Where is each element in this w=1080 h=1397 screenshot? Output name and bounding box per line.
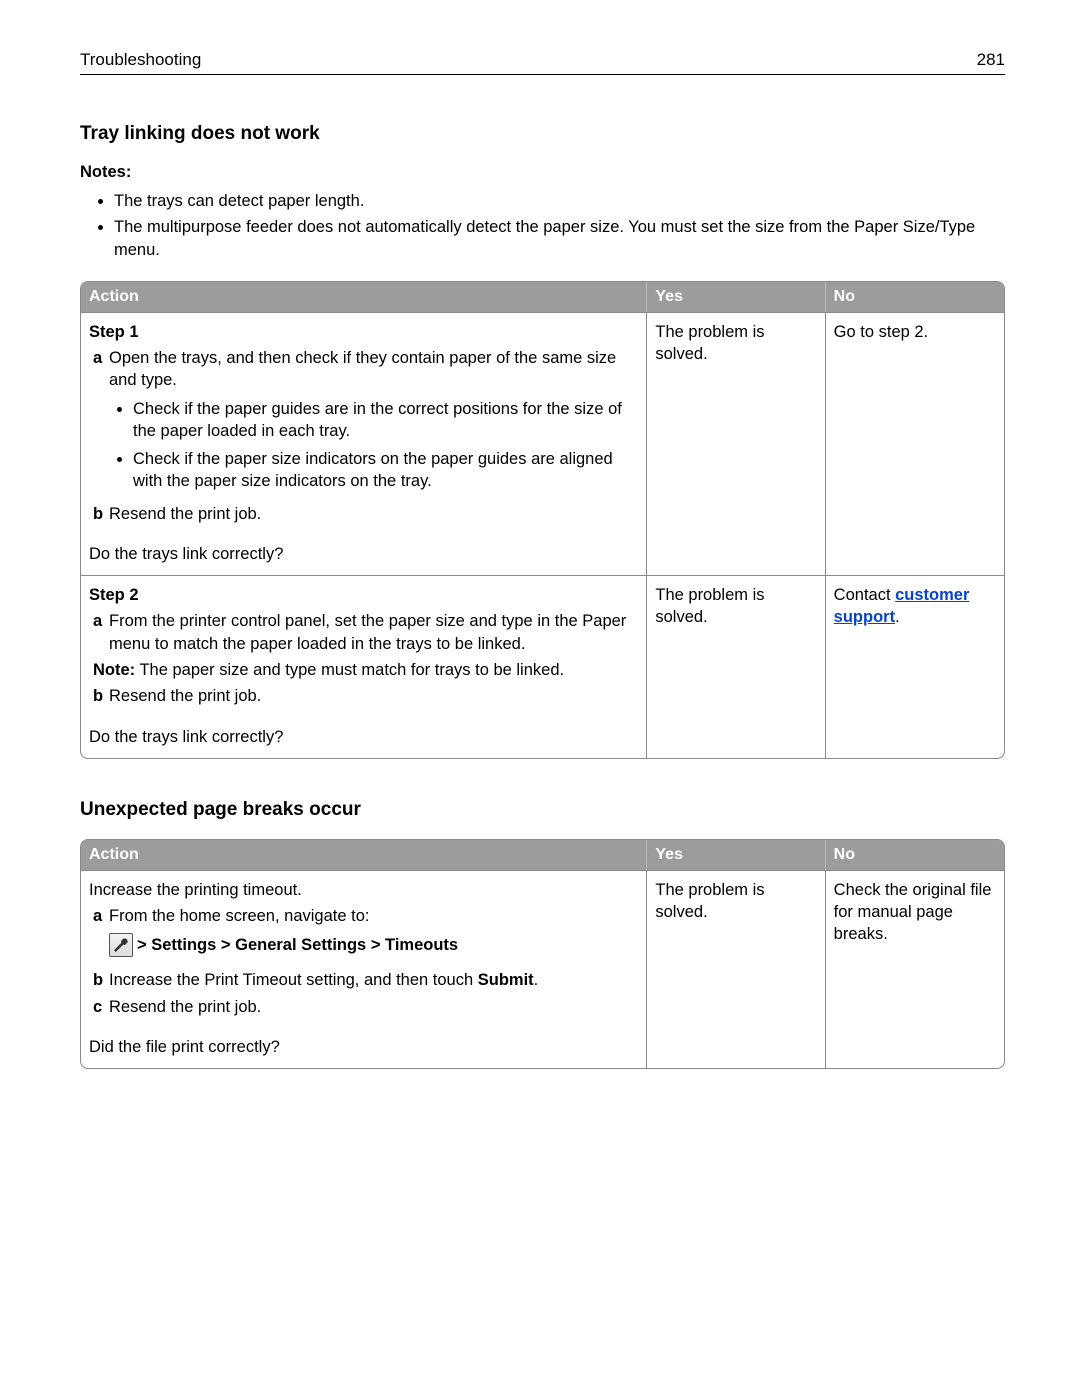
- col-header-no: No: [826, 282, 1004, 312]
- yes-cell: The problem is solved.: [647, 870, 825, 1068]
- note-item: The multipurpose feeder does not automat…: [114, 216, 1005, 261]
- step-text: From the printer control panel, set the …: [109, 610, 638, 655]
- table-row: Step 2 a From the printer control panel,…: [81, 575, 1004, 758]
- list-marker: a: [89, 610, 109, 655]
- no-prefix: Contact: [834, 586, 895, 604]
- list-marker: a: [89, 347, 109, 499]
- notes-label: Notes:: [80, 163, 1005, 182]
- step-text: Open the trays, and then check if they c…: [109, 349, 616, 389]
- step-title: Step 1: [89, 321, 638, 343]
- section2-title: Unexpected page breaks occur: [80, 799, 1005, 821]
- section1-title: Tray linking does not work: [80, 123, 1005, 145]
- step-question: Do the trays link correctly?: [89, 726, 638, 748]
- table-row: Step 1 a Open the trays, and then check …: [81, 312, 1004, 575]
- yes-cell: The problem is solved.: [647, 575, 825, 758]
- col-header-action: Action: [81, 282, 647, 312]
- no-cell: Contact customer support.: [826, 575, 1004, 758]
- list-marker: a: [89, 905, 109, 965]
- note-text: The paper size and type must match for t…: [135, 661, 564, 679]
- running-header: Troubleshooting 281: [80, 50, 1005, 75]
- step-title: Step 2: [89, 584, 638, 606]
- yes-cell: The problem is solved.: [647, 312, 825, 575]
- no-suffix: .: [895, 608, 900, 626]
- col-header-yes: Yes: [647, 282, 825, 312]
- list-marker: b: [89, 503, 109, 525]
- list-marker: c: [89, 996, 109, 1018]
- step-text: Resend the print job.: [109, 503, 638, 525]
- step-text-post: .: [534, 971, 539, 989]
- page-breaks-table: Action Yes No Increase the printing time…: [80, 839, 1005, 1069]
- lead-text: Increase the printing timeout.: [89, 879, 638, 901]
- submit-label: Submit: [478, 971, 534, 989]
- col-header-yes: Yes: [647, 840, 825, 870]
- tray-linking-table: Action Yes No Step 1 a Open the trays, a…: [80, 281, 1005, 759]
- no-cell: Go to step 2.: [826, 312, 1004, 575]
- step-text: Resend the print job.: [109, 685, 638, 707]
- list-marker: b: [89, 685, 109, 707]
- bullet-item: Check if the paper guides are in the cor…: [133, 398, 638, 443]
- header-page-number: 281: [977, 50, 1005, 70]
- list-marker: b: [89, 969, 109, 991]
- wrench-icon: [109, 933, 133, 957]
- notes-list: The trays can detect paper length. The m…: [80, 190, 1005, 261]
- step-text: Increase the Print Timeout setting, and …: [109, 971, 478, 989]
- step-question: Do the trays link correctly?: [89, 543, 638, 565]
- step-text: Resend the print job.: [109, 996, 638, 1018]
- step-text: From the home screen, navigate to:: [109, 907, 369, 925]
- note-label: Note:: [93, 661, 135, 679]
- settings-path: > Settings > General Settings > Timeouts: [137, 934, 458, 956]
- header-section: Troubleshooting: [80, 50, 201, 70]
- step-question: Did the file print correctly?: [89, 1036, 638, 1058]
- note-item: The trays can detect paper length.: [114, 190, 1005, 212]
- col-header-action: Action: [81, 840, 647, 870]
- bullet-item: Check if the paper size indicators on th…: [133, 448, 638, 493]
- col-header-no: No: [826, 840, 1004, 870]
- table-row: Increase the printing timeout. a From th…: [81, 870, 1004, 1068]
- no-cell: Check the original file for manual page …: [826, 870, 1004, 1068]
